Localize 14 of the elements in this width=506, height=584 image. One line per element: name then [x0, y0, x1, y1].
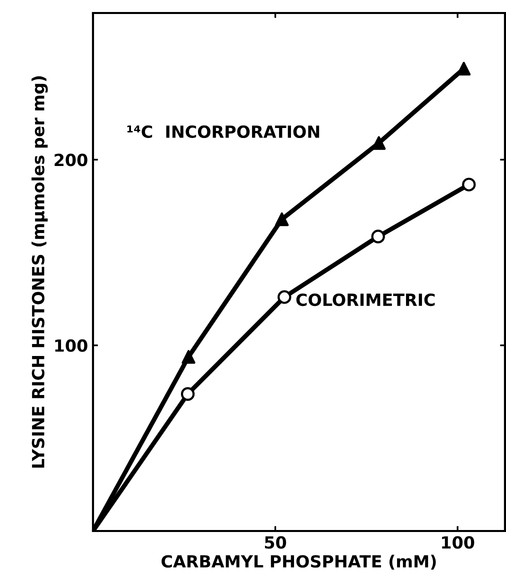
point	[456, 62, 471, 76]
series-label: COLORIMETRIC	[296, 293, 435, 306]
point	[278, 290, 292, 304]
y-axis-title: LYSINE RICH HISTONES (mμmoles per mg)	[32, 76, 48, 468]
point	[275, 212, 289, 226]
point	[182, 350, 196, 364]
text: ¹⁴C INCORPORATION	[127, 125, 320, 138]
point	[180, 387, 195, 401]
x-axis-title: CARBAMYL PHOSPHATE (mM)	[162, 554, 436, 570]
point	[462, 178, 476, 192]
y-tick-label: 200	[54, 154, 88, 166]
x-tick-label: 50	[264, 536, 286, 549]
point	[371, 230, 385, 244]
point	[372, 136, 386, 150]
